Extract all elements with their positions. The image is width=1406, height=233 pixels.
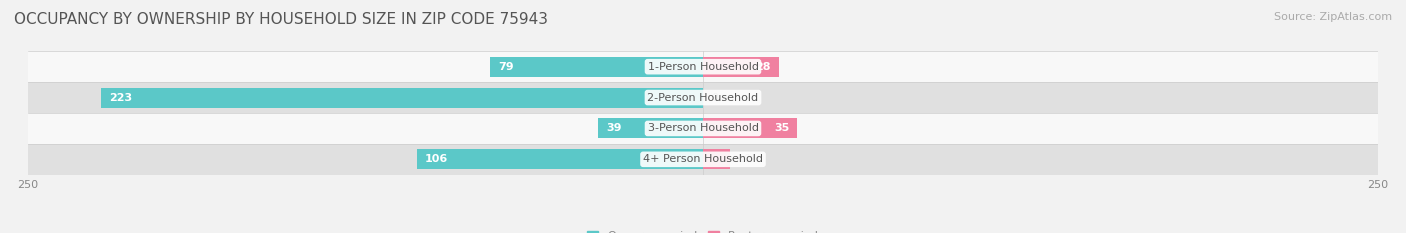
Bar [101, 88, 703, 108]
Text: 223: 223 [110, 93, 132, 103]
Text: 106: 106 [425, 154, 449, 164]
Bar [489, 57, 703, 77]
Text: 35: 35 [775, 123, 789, 134]
Text: Source: ZipAtlas.com: Source: ZipAtlas.com [1274, 12, 1392, 22]
Text: 28: 28 [755, 62, 770, 72]
Text: 1-Person Household: 1-Person Household [648, 62, 758, 72]
Bar [703, 57, 779, 77]
Bar [28, 144, 1378, 175]
Bar [416, 149, 703, 169]
Text: 2-Person Household: 2-Person Household [647, 93, 759, 103]
Legend: Owner-occupied, Renter-occupied: Owner-occupied, Renter-occupied [582, 226, 824, 233]
Bar [598, 118, 703, 138]
Bar [28, 51, 1378, 82]
Text: 4+ Person Household: 4+ Person Household [643, 154, 763, 164]
Text: 39: 39 [606, 123, 621, 134]
Bar [28, 82, 1378, 113]
Text: 79: 79 [498, 62, 513, 72]
Text: 0: 0 [711, 93, 718, 103]
Text: OCCUPANCY BY OWNERSHIP BY HOUSEHOLD SIZE IN ZIP CODE 75943: OCCUPANCY BY OWNERSHIP BY HOUSEHOLD SIZE… [14, 12, 548, 27]
Text: 3-Person Household: 3-Person Household [648, 123, 758, 134]
Bar [28, 113, 1378, 144]
Text: 10: 10 [738, 154, 752, 164]
Bar [703, 118, 797, 138]
Bar [703, 149, 730, 169]
